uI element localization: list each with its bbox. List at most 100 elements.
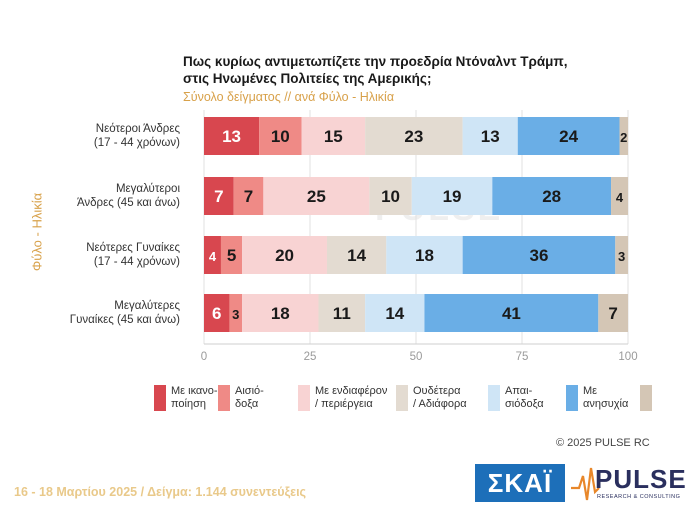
legend-label: Με ανησυχία — [583, 385, 628, 411]
pulse-logo: PULSE RESEARCH & CONSULTING — [571, 462, 686, 506]
bar-segment-concern — [517, 117, 620, 155]
legend-label-line: / Αδιάφορα — [413, 398, 467, 410]
bar-segment-optimism — [259, 117, 302, 155]
row-label: Μεγαλύτεροι Άνδρες (45 και άνω) — [30, 182, 180, 210]
x-tick-label: 50 — [410, 351, 423, 363]
survey-footer: 16 - 18 Μαρτίου 2025 / Δείγμα: 1.144 συν… — [14, 485, 307, 499]
bar-value-label: 23 — [404, 127, 423, 146]
bar-value-label: 7 — [244, 187, 253, 206]
bar-value-label: 2 — [620, 130, 627, 145]
legend-label-line: Με ενδιαφέρον — [315, 385, 388, 397]
bar-value-label: 3 — [618, 249, 625, 264]
bar-value-label: 15 — [324, 127, 343, 146]
bar-value-label: 18 — [415, 246, 434, 265]
legend-label: Με ικανο-ποίηση — [171, 385, 218, 411]
bar-value-label: 14 — [347, 246, 366, 265]
bar-value-label: 7 — [214, 187, 223, 206]
bar-segment-optimism — [229, 294, 243, 332]
chart-title: Πως κυρίως αντιμετωπίζετε την προεδρία Ν… — [183, 53, 663, 87]
bar-value-label: 20 — [275, 246, 294, 265]
x-tick-label: 75 — [516, 351, 529, 363]
legend-label-line: δοξα — [235, 398, 259, 410]
bar-value-label: 28 — [542, 187, 561, 206]
row-label-line: Γυναίκες (45 και άνω) — [69, 314, 180, 326]
row-label-line: Νεότεροι Άνδρες — [95, 123, 180, 135]
bar-value-label: 5 — [227, 246, 236, 265]
row-label: Μεγαλύτερες Γυναίκες (45 και άνω) — [30, 299, 180, 327]
bar-segment-optimism — [220, 236, 243, 274]
bar-value-label: 13 — [481, 127, 500, 146]
bar-segment-satisfaction — [204, 117, 260, 155]
bar-value-label: 14 — [385, 304, 404, 323]
bar-segment-pessimism — [365, 294, 425, 332]
bar-segment-interest — [263, 177, 370, 215]
bar-segment-dk — [615, 236, 628, 274]
bar-segment-neutral — [318, 294, 366, 332]
x-tick-label: 100 — [618, 351, 637, 363]
row-label: Νεότερες Γυναίκες (17 - 44 χρόνων) — [30, 241, 180, 269]
legend-swatch — [396, 385, 408, 411]
row-label: Νεότεροι Άνδρες (17 - 44 χρόνων) — [30, 122, 180, 150]
bar-segment-interest — [242, 236, 327, 274]
bar-segment-interest — [301, 117, 366, 155]
x-tick-label: 0 — [201, 351, 207, 363]
legend-label-line: ανησυχία — [583, 398, 629, 410]
x-tick-label: 25 — [304, 351, 317, 363]
pulse-logo-subtext: RESEARCH & CONSULTING — [597, 494, 681, 500]
legend-label: Απαι-σιόδοξα — [505, 385, 544, 411]
row-label-line: Νεότερες Γυναίκες — [86, 242, 180, 254]
row-label-line: Μεγαλύτεροι — [115, 183, 180, 195]
bar-segment-optimism — [233, 177, 264, 215]
legend-label: Αισιό-δοξα — [235, 385, 264, 411]
bar-segment-interest — [242, 294, 319, 332]
skai-logo: ΣΚΑΪ — [475, 464, 565, 502]
bar-segment-neutral — [326, 236, 387, 274]
legend-swatch — [488, 385, 500, 411]
pulse-wave-icon — [571, 467, 600, 501]
legend-swatch — [154, 385, 166, 411]
bar-value-label: 19 — [443, 187, 462, 206]
bar-segment-pessimism — [386, 236, 463, 274]
bar-value-label: 10 — [381, 187, 400, 206]
bar-value-label: 24 — [559, 127, 578, 146]
bar-value-label: 11 — [333, 304, 351, 323]
legend-label-line: Αισιό- — [235, 385, 264, 397]
legend-label-line: Με ικανο- — [171, 385, 218, 397]
bar-value-label: 4 — [209, 249, 217, 264]
legend-swatch — [298, 385, 310, 411]
title-line-1: Πως κυρίως αντιμετωπίζετε την προεδρία Ν… — [183, 54, 568, 69]
row-label-line: (17 - 44 χρόνων) — [93, 256, 180, 268]
bar-segment-satisfaction — [204, 236, 221, 274]
legend-label-line: Με — [583, 385, 598, 397]
bar-segment-satisfaction — [204, 294, 230, 332]
bar-value-label: 41 — [502, 304, 521, 323]
bar-segment-neutral — [369, 177, 412, 215]
legend-swatch — [640, 385, 652, 411]
title-line-2: στις Ηνωμένες Πολιτείες της Αμερικής; — [183, 71, 432, 86]
bar-segment-pessimism — [462, 117, 518, 155]
bar-value-label: 25 — [307, 187, 326, 206]
row-label-line: (17 - 44 χρόνων) — [93, 137, 180, 149]
legend-swatch — [566, 385, 578, 411]
row-label-line: Μεγαλύτερες — [114, 300, 180, 312]
bar-segment-pessimism — [411, 177, 493, 215]
legend-label: Με ενδιαφέρον / περιέργεια — [315, 385, 387, 411]
legend-label-line: ποίηση — [171, 398, 207, 410]
bar-value-label: 4 — [616, 190, 624, 205]
bar-segment-dk — [619, 117, 628, 155]
bar-value-label: 13 — [222, 127, 241, 146]
bar-segment-satisfaction — [204, 177, 234, 215]
bar-segment-dk — [598, 294, 628, 332]
legend-label-line: σιόδοξα — [505, 398, 544, 410]
bar-segment-dk — [611, 177, 628, 215]
bar-value-label: 18 — [271, 304, 290, 323]
bar-value-label: 6 — [212, 304, 221, 323]
bar-value-label: 36 — [529, 246, 548, 265]
bar-value-label: 3 — [232, 307, 239, 322]
legend-label-line: Απαι- — [505, 385, 533, 397]
bar-segment-concern — [424, 294, 599, 332]
bar-value-label: 10 — [271, 127, 290, 146]
chart-subtitle: Σύνολο δείγματος // ανά Φύλο - Ηλικία — [183, 90, 395, 104]
bar-segment-neutral — [365, 117, 463, 155]
legend-label: Ουδέτερα / Αδιάφορα — [413, 385, 467, 411]
